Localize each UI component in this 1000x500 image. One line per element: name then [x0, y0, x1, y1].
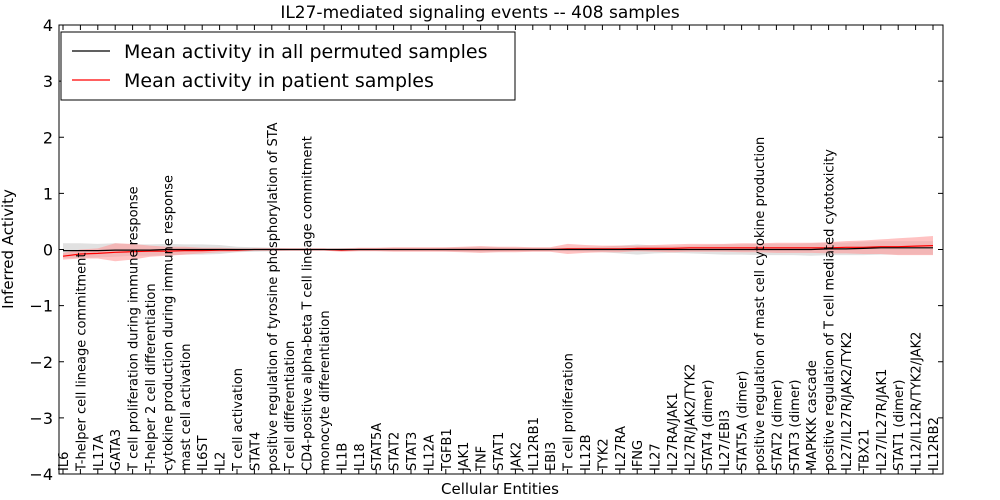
x-tick-label: STAT2: [388, 432, 403, 471]
x-tick-label: IL27RA/JAK1: [666, 392, 681, 471]
x-tick-label: IL1B: [335, 443, 350, 471]
y-axis-label: Inferred Activity: [0, 189, 17, 309]
x-tick-label: cytokine production during immune respon…: [161, 175, 176, 471]
x-tick-label: IL18: [353, 443, 368, 471]
x-tick-label: IL12RB1: [527, 417, 542, 471]
x-tick-label: mast cell activation: [179, 343, 194, 471]
y-tick-label: 3: [43, 72, 53, 91]
x-tick-label: TYK2: [596, 438, 611, 472]
x-tick-label: IL12RB2: [927, 417, 942, 471]
x-tick-label: T cell proliferation during immune respo…: [127, 186, 142, 472]
x-tick-label: T cell differentiation: [283, 341, 298, 472]
x-tick-label: JAK2: [509, 442, 524, 472]
x-tick-label: STAT3: [405, 432, 420, 471]
x-tick-label: STAT2 (dimer): [770, 380, 785, 471]
x-tick-label: IL6ST: [196, 435, 211, 471]
y-tick-label: −2: [29, 353, 53, 372]
x-tick-label: IL27/EBI3: [718, 410, 733, 471]
x-tick-label: monocyte differentiation: [318, 310, 333, 471]
x-tick-label: CD4-positive alpha-beta T cell lineage c…: [301, 136, 316, 471]
x-tick-label: positive regulation of tyrosine phosphor…: [266, 122, 281, 471]
y-tick-label: 1: [43, 184, 53, 203]
x-tick-label: STAT5A: [370, 423, 385, 471]
x-tick-label: T-helper 2 cell differentiation: [144, 283, 159, 472]
x-tick-label: positive regulation of T cell mediated c…: [823, 149, 838, 471]
x-tick-label: STAT1 (dimer): [892, 380, 907, 471]
x-tick-label: IL17A: [92, 434, 107, 471]
line-series-0: [63, 247, 933, 252]
legend-label-patient: Mean activity in patient samples: [124, 70, 434, 92]
series-lines: [62, 245, 934, 257]
x-tick-label: JAK1: [457, 442, 472, 472]
y-tick-label: −3: [29, 409, 53, 428]
x-tick-label: GATA3: [109, 429, 124, 471]
y-tick-label: 4: [43, 16, 53, 35]
x-tick-label: IL6: [57, 452, 72, 471]
x-tick-label: STAT1: [492, 432, 507, 471]
x-tick-label: EBI3: [544, 442, 559, 471]
x-tick-label: STAT5A (dimer): [736, 371, 751, 471]
x-tick-label: TGFB1: [440, 428, 455, 472]
x-tick-label: IL2: [214, 452, 229, 471]
x-tick-label: positive regulation of mast cell cytokin…: [753, 137, 768, 471]
x-axis-label: Cellular Entities: [441, 480, 559, 498]
x-tick-label: IL12A: [422, 434, 437, 471]
legend: Mean activity in all permuted samples Me…: [60, 31, 516, 101]
x-tick-label: IL27/IL27R/JAK2/TYK2: [840, 332, 855, 471]
y-tick-label: 0: [43, 241, 53, 260]
y-tick-label: −4: [29, 465, 53, 484]
x-tick-label: TNF: [475, 446, 490, 472]
x-tick-label: STAT3 (dimer): [788, 380, 803, 471]
y-tick-label: 2: [43, 128, 53, 147]
x-tick-label: T cell proliferation: [562, 353, 577, 472]
x-tick-label: TBX21: [857, 429, 872, 472]
x-tick-label: STAT4 (dimer): [701, 380, 716, 471]
x-tick-label: IL12/IL12R/TYK2/JAK2: [910, 332, 925, 471]
x-axis: IL6 T-helper cell lineage commitment IL17A…: [57, 25, 942, 474]
y-axis: −4 −3 −2 −1 0 1 2 3 4: [29, 16, 943, 484]
x-tick-label: MAPKKK cascade: [805, 360, 820, 471]
x-tick-label: IFNG: [631, 440, 646, 471]
x-tick-label: T cell activation: [231, 368, 246, 472]
legend-frame: [60, 31, 516, 101]
band-series-1: [63, 236, 933, 262]
chart-title: IL27-mediated signaling events -- 408 sa…: [280, 3, 680, 23]
x-tick-label: T-helper cell lineage commitment: [74, 253, 89, 472]
legend-label-permuted: Mean activity in all permuted samples: [124, 41, 487, 63]
x-tick-label: IL27: [649, 443, 664, 471]
y-tick-label: −1: [29, 297, 53, 316]
x-tick-label: IL27RA: [614, 426, 629, 471]
x-tick-label: IL27R/JAK2/TYK2: [683, 364, 698, 471]
x-tick-label: IL12B: [579, 434, 594, 471]
x-tick-label: STAT4: [248, 432, 263, 471]
x-tick-label: IL27/IL27R/JAK1: [875, 369, 890, 471]
